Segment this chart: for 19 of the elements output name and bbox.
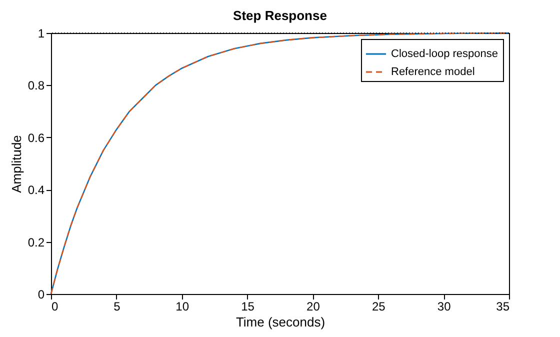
legend-label: Reference model (391, 66, 475, 78)
x-tick-label: 25 (372, 300, 386, 314)
x-tick-label: 30 (437, 300, 452, 314)
x-tick-label: 35 (496, 300, 510, 314)
x-tick-label: 10 (176, 300, 190, 314)
y-tick-label: 0.6 (28, 130, 45, 145)
y-tick-label: 0.4 (28, 183, 45, 198)
y-axis-title: Amplitude (8, 135, 24, 193)
chart-title: Step Response (233, 8, 327, 23)
y-tick-label: 0.2 (28, 235, 45, 250)
y-tick-label: 0 (38, 288, 45, 302)
x-axis-title: Time (seconds) (236, 314, 326, 330)
x-tick-label: 5 (114, 300, 121, 314)
x-tick-label: 20 (306, 300, 320, 314)
x-tick-label: 15 (241, 300, 255, 314)
y-tick-label: 0.8 (28, 78, 45, 93)
legend-label: Closed-loop response (391, 48, 498, 60)
x-tick-label: 0 (52, 300, 58, 314)
y-tick-label: 1 (38, 26, 45, 40)
